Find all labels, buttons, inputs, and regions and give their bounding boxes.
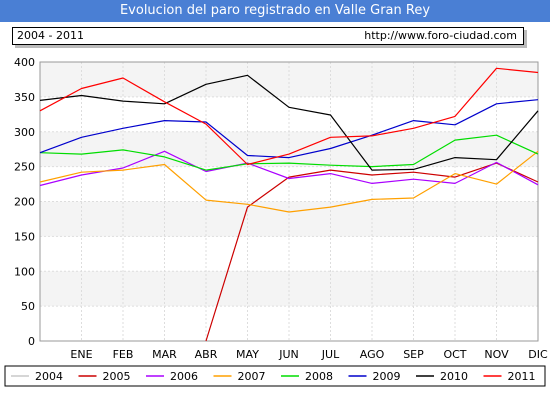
y-tick-label: 350	[14, 91, 35, 104]
period-label: 2004 - 2011	[17, 29, 84, 42]
x-tick-label: DIC	[528, 348, 548, 361]
legend-label-2004: 2004	[35, 370, 63, 383]
info-box: 2004 - 2011 http://www.foro-ciudad.com	[12, 27, 524, 45]
x-tick-label: ENE	[70, 348, 92, 361]
legend-label-2011: 2011	[508, 370, 536, 383]
y-tick-label: 200	[14, 196, 35, 209]
legend-label-2005: 2005	[103, 370, 131, 383]
x-tick-label: MAR	[152, 348, 177, 361]
chart-title: Evolucion del paro registrado en Valle G…	[0, 0, 550, 22]
series-line-2007	[39, 150, 539, 213]
x-tick-label: MAY	[236, 348, 259, 361]
y-tick-label: 0	[28, 335, 35, 348]
series-line-2011	[39, 67, 539, 166]
x-tick-label: ABR	[195, 348, 218, 361]
legend	[4, 365, 546, 387]
y-tick-label: 400	[14, 56, 35, 69]
legend-label-2010: 2010	[440, 370, 468, 383]
x-tick-label: FEB	[113, 348, 134, 361]
x-tick-label: AGO	[360, 348, 385, 361]
x-tick-label: JUL	[321, 348, 340, 361]
series-line-2006	[39, 150, 539, 187]
series-line-2010	[39, 74, 539, 171]
legend-label-2008: 2008	[305, 370, 333, 383]
series-line-2009	[39, 99, 539, 159]
legend-label-2007: 2007	[238, 370, 266, 383]
y-tick-label: 300	[14, 126, 35, 139]
plot-border	[39, 61, 539, 342]
y-tick-label: 250	[14, 161, 35, 174]
x-tick-label: JUN	[278, 348, 299, 361]
y-tick-label: 150	[14, 230, 35, 243]
x-tick-label: NOV	[484, 348, 509, 361]
series-line-2005	[205, 162, 539, 342]
x-tick-label: SEP	[403, 348, 424, 361]
legend-label-2009: 2009	[373, 370, 401, 383]
grid-band	[40, 271, 538, 307]
y-tick-label: 50	[21, 300, 35, 313]
y-tick-label: 100	[14, 265, 35, 278]
grid-band	[40, 131, 538, 167]
legend-label-2006: 2006	[170, 370, 198, 383]
source-url: http://www.foro-ciudad.com	[364, 29, 517, 42]
series-line-2008	[39, 134, 539, 171]
x-tick-label: OCT	[443, 348, 466, 361]
